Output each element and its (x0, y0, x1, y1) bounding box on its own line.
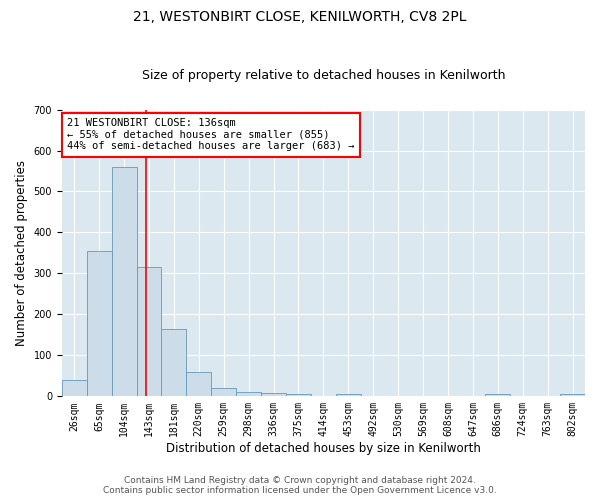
Text: 21 WESTONBIRT CLOSE: 136sqm
← 55% of detached houses are smaller (855)
44% of se: 21 WESTONBIRT CLOSE: 136sqm ← 55% of det… (67, 118, 355, 152)
Bar (336, 394, 361, 396)
Bar (560, 394, 585, 396)
Bar (261, 393, 286, 396)
Bar (211, 388, 236, 396)
X-axis label: Distribution of detached houses by size in Kenilworth: Distribution of detached houses by size … (166, 442, 481, 455)
Text: Contains HM Land Registry data © Crown copyright and database right 2024.
Contai: Contains HM Land Registry data © Crown c… (103, 476, 497, 495)
Title: Size of property relative to detached houses in Kenilworth: Size of property relative to detached ho… (142, 69, 505, 82)
Bar (86, 251, 112, 396)
Bar (286, 394, 311, 396)
Bar (62, 380, 86, 396)
Y-axis label: Number of detached properties: Number of detached properties (15, 160, 28, 346)
Bar (236, 392, 261, 396)
Bar (485, 394, 510, 396)
Text: 21, WESTONBIRT CLOSE, KENILWORTH, CV8 2PL: 21, WESTONBIRT CLOSE, KENILWORTH, CV8 2P… (133, 10, 467, 24)
Bar (112, 167, 137, 396)
Bar (161, 328, 187, 396)
Bar (137, 268, 161, 396)
Bar (187, 372, 211, 396)
